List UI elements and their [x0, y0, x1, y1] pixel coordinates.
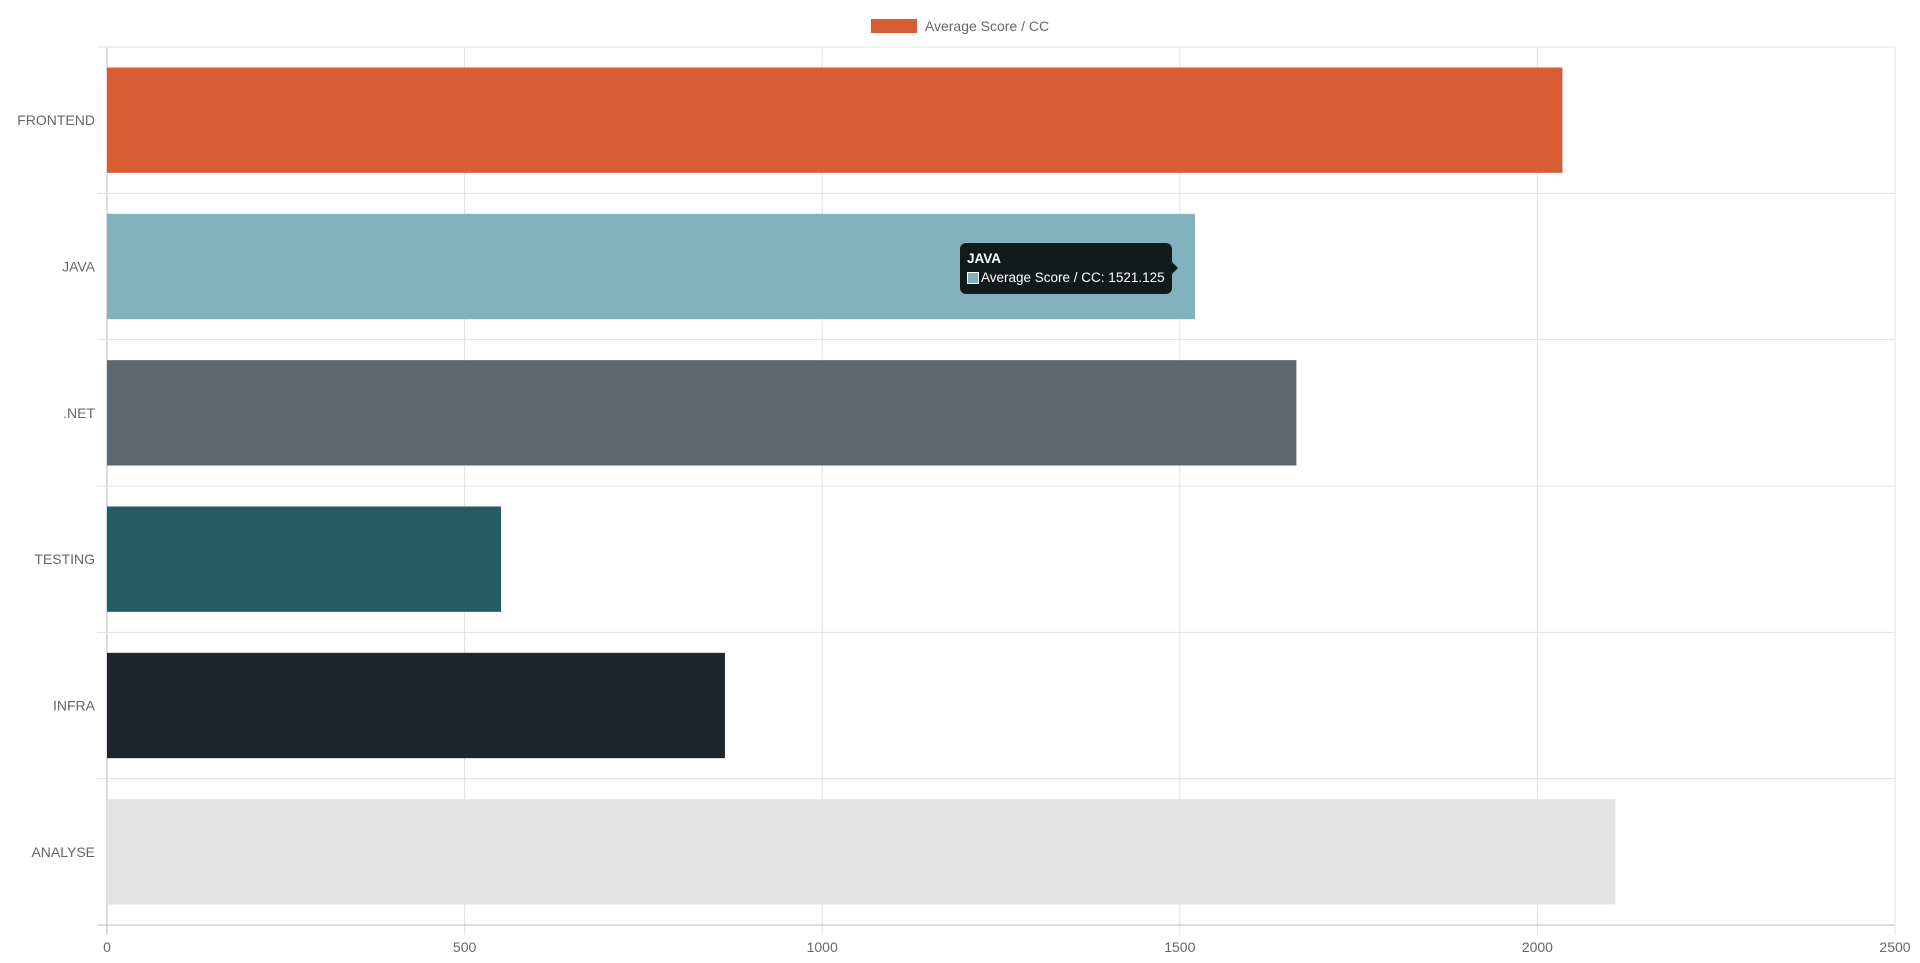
- x-axis-labels: 0 500 1000 1500 2000 2500: [103, 939, 1911, 955]
- bar-net: [107, 360, 1297, 466]
- x-tick-label: 1000: [807, 939, 838, 955]
- grid-lines: [97, 46, 1896, 935]
- x-tick-label: 2500: [1879, 939, 1910, 955]
- y-tick-label: ANALYSE: [31, 844, 95, 860]
- y-tick-label: TESTING: [34, 551, 95, 567]
- x-tick-label: 0: [103, 939, 111, 955]
- y-tick-label: .NET: [63, 405, 95, 421]
- y-tick-label: JAVA: [62, 259, 96, 275]
- bar-infra: [107, 652, 725, 759]
- tooltip-label: Average Score / CC: 1521.125: [981, 270, 1165, 285]
- legend-label: Average Score / CC: [924, 18, 1050, 34]
- y-tick-label: INFRA: [53, 698, 96, 714]
- x-tick-label: 500: [453, 939, 477, 955]
- bar-testing: [107, 506, 502, 612]
- tooltip-caret: [1171, 262, 1178, 274]
- y-tick-label: FRONTEND: [17, 112, 95, 128]
- legend-swatch: [870, 19, 917, 33]
- y-axis-labels: FRONTEND JAVA .NET TESTING INFRA ANALYSE: [17, 112, 95, 860]
- bar-frontend: [107, 67, 1563, 173]
- bar-analyse: [107, 799, 1616, 905]
- legend[interactable]: Average Score / CC: [0, 18, 1920, 34]
- x-tick-label: 1500: [1164, 939, 1195, 955]
- tooltip: JAVA Average Score / CC: 1521.125: [960, 243, 1178, 294]
- tooltip-swatch: [967, 272, 979, 284]
- x-tick-label: 2000: [1522, 939, 1553, 955]
- tooltip-title: JAVA: [967, 251, 1002, 266]
